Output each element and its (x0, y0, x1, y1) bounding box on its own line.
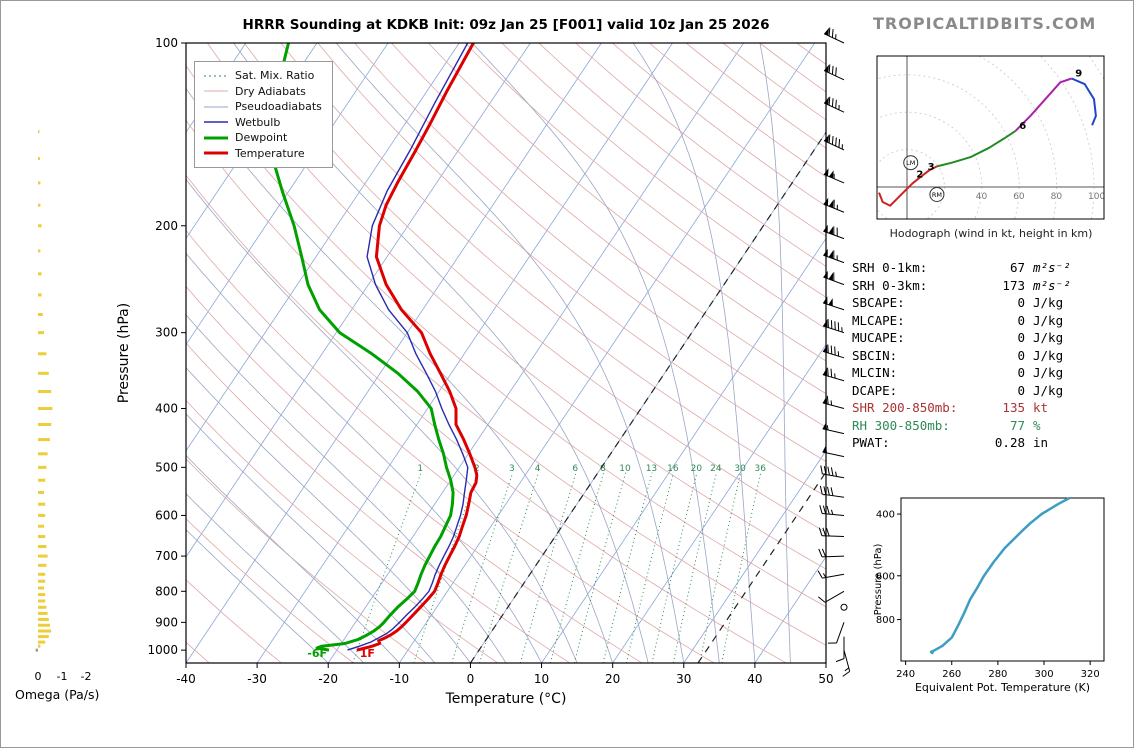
svg-text:3: 3 (509, 464, 515, 474)
index-row: DCAPE: 0 J/kg (852, 382, 1064, 398)
svg-text:-40: -40 (176, 672, 196, 686)
omega-panel: 0 -1 -2 Omega (Pa/s) (15, 130, 99, 702)
legend-item: Dewpoint (204, 131, 288, 145)
wetbulb-curve (347, 43, 469, 651)
svg-text:600: 600 (155, 508, 178, 522)
skewt-plot: 1 2 3 4 6 8 10 13 16 20 24 30 36 (186, 43, 826, 663)
surface-dewpoint-label: -6F (307, 647, 327, 660)
svg-text:24: 24 (710, 464, 722, 474)
indices-panel: SRH 0-1km: 67 m²s⁻² SRH 0-3km: 173 m²s⁻² SBCAP… (852, 259, 1089, 452)
svg-text:320: 320 (1081, 669, 1100, 680)
wind-barb-column (817, 27, 851, 677)
svg-text:36: 36 (755, 464, 767, 474)
svg-text:260: 260 (942, 669, 961, 680)
index-row: SRH 0-1km: 67 m²s⁻² (852, 260, 1071, 275)
legend-box: Sat. Mix. Ratio Dry Adiabats Pseudoadiabat… (194, 61, 333, 168)
svg-text:300: 300 (155, 326, 178, 340)
site-logo: TROPICALTIDBITS.COM (873, 14, 1097, 33)
svg-text:16: 16 (667, 464, 679, 474)
svg-text:500: 500 (155, 460, 178, 474)
index-row: MLCAPE: 0 J/kg (852, 312, 1064, 328)
index-row: PWAT: 0.28 in (852, 435, 1049, 450)
index-row: MUCAPE: 0 J/kg (852, 330, 1064, 345)
hodograph-frame (876, 55, 1105, 220)
svg-text:3: 3 (928, 162, 935, 173)
svg-text:RM: RM (932, 191, 942, 199)
index-row: SBCAPE: 0 J/kg (852, 295, 1064, 310)
svg-text:-1: -1 (57, 670, 68, 683)
svg-text:240: 240 (896, 669, 915, 680)
svg-text:20: 20 (605, 672, 620, 686)
svg-text:400: 400 (876, 510, 895, 521)
svg-text:400: 400 (155, 402, 178, 416)
svg-text:8: 8 (600, 464, 606, 474)
svg-text:4: 4 (535, 464, 541, 474)
legend-item: Sat. Mix. Ratio (204, 69, 315, 83)
svg-text:40: 40 (747, 672, 762, 686)
svg-text:6: 6 (572, 464, 578, 474)
svg-text:1000: 1000 (147, 643, 178, 657)
theta-e-frame (900, 497, 1105, 662)
svg-text:300: 300 (1034, 669, 1053, 680)
x-axis-label: Temperature (°C) (445, 691, 567, 707)
index-row: RH 300-850mb: 77% (852, 417, 1041, 433)
svg-text:6: 6 (1019, 121, 1026, 132)
svg-text:13: 13 (646, 464, 657, 474)
svg-text:40: 40 (976, 192, 988, 202)
svg-text:0: 0 (35, 670, 42, 683)
y-axis-label: Pressure (hPa) (116, 303, 132, 403)
legend-item: Dry Adiabats (204, 84, 306, 98)
svg-text:80: 80 (1051, 192, 1063, 202)
svg-text:LM: LM (906, 159, 915, 167)
dewpoint-curve (268, 43, 455, 652)
hodograph-caption: Hodograph (wind in kt, height in km) (889, 227, 1093, 240)
index-row: SBCIN: 0 J/kg (852, 347, 1064, 363)
svg-text:900: 900 (155, 615, 178, 629)
svg-text:50: 50 (818, 672, 833, 686)
svg-text:10: 10 (534, 672, 549, 686)
svg-text:9: 9 (1075, 69, 1082, 80)
legend-item: Temperature (204, 146, 305, 160)
chart-title: HRRR Sounding at KDKB Init: 09z Jan 25 [… (242, 17, 770, 33)
svg-text:800: 800 (155, 584, 178, 598)
svg-text:700: 700 (155, 549, 178, 563)
surface-temp-label: 1F (360, 647, 375, 660)
theta-e-curve (929, 496, 1070, 655)
svg-text:600: 600 (876, 571, 895, 582)
svg-text:800: 800 (876, 615, 895, 626)
legend-item: Wetbulb (204, 115, 281, 129)
svg-text:30: 30 (734, 464, 746, 474)
index-row: SHR 200-850mb: 135 kt (852, 400, 1049, 415)
svg-text:280: 280 (988, 669, 1007, 680)
skewt-frame (185, 42, 827, 664)
svg-text:100: 100 (155, 36, 178, 50)
svg-text:-2: -2 (81, 670, 92, 683)
theta-e-y-label: Pressure (hPa) (873, 544, 884, 616)
svg-text:200: 200 (155, 219, 178, 233)
hodograph-panel: 40 60 80 100 23 6 9 RM LM (877, 56, 1105, 219)
svg-text:30: 30 (676, 672, 691, 686)
svg-text:100: 100 (1088, 192, 1105, 202)
svg-text:0: 0 (467, 672, 475, 686)
svg-text:1: 1 (417, 464, 423, 474)
svg-text:60: 60 (1013, 192, 1025, 202)
legend-item: Pseudoadiabats (204, 100, 322, 114)
svg-text:10: 10 (619, 464, 631, 474)
svg-text:-10: -10 (390, 672, 410, 686)
temperature-curve (356, 43, 479, 652)
index-row: SRH 0-3km: 173 m²s⁻² (852, 277, 1071, 293)
index-row: MLCIN: 0 J/kg (852, 365, 1064, 380)
theta-e-x-label: Equivalent Pot. Temperature (K) (915, 681, 1090, 694)
svg-text:-20: -20 (318, 672, 338, 686)
svg-text:2: 2 (916, 170, 923, 181)
omega-axis-label: Omega (Pa/s) (15, 687, 99, 702)
svg-text:20: 20 (691, 464, 703, 474)
svg-text:-30: -30 (247, 672, 267, 686)
